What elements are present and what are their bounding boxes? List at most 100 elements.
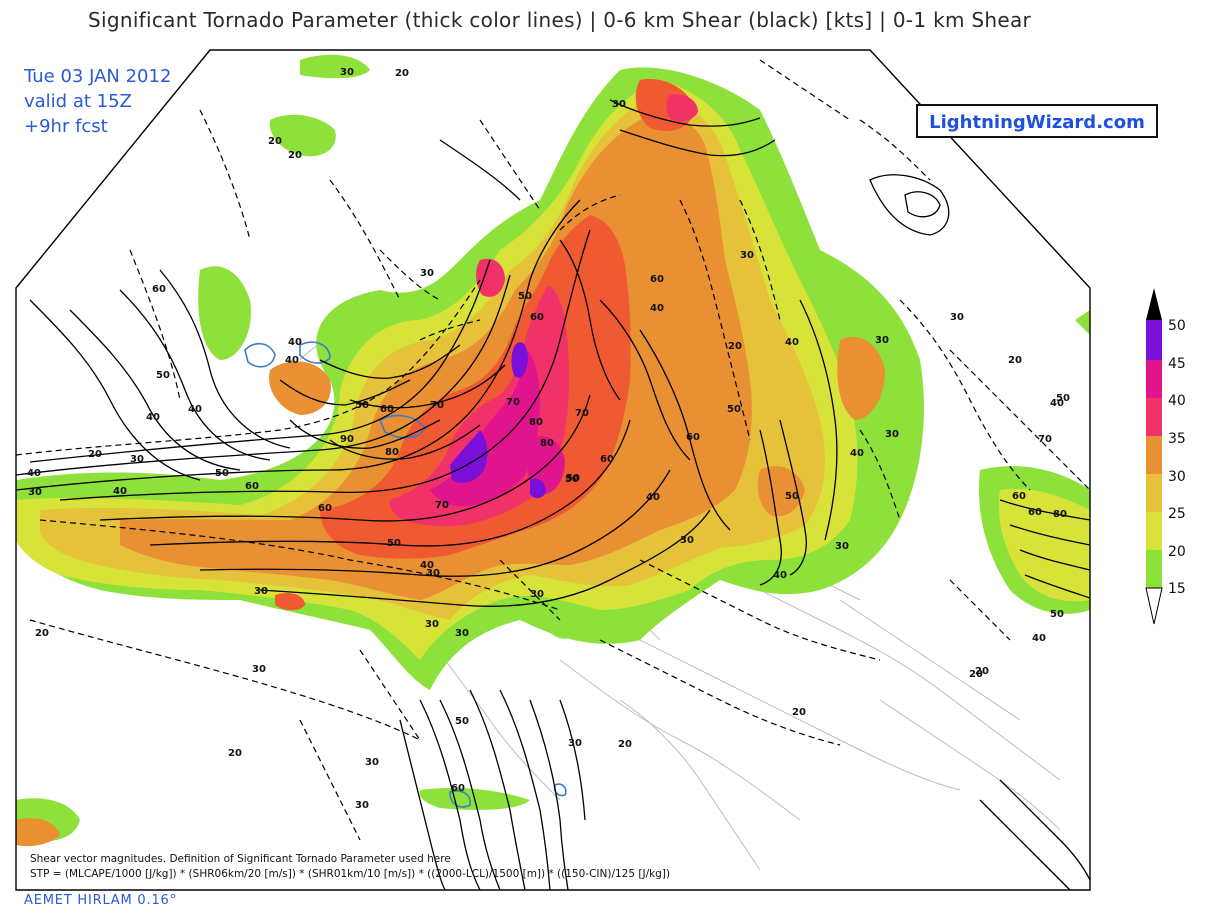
contour-label: 50 [215,468,229,479]
colorbar-bottom-triangle [1145,587,1163,625]
contour-label: 20 [1008,355,1022,366]
contour-label: 80 [529,417,543,428]
map-title: Significant Tornado Parameter (thick col… [88,8,1032,32]
contour-label: 30 [835,541,849,552]
colorbar-label-50: 50 [1168,318,1186,334]
contour-label: 40 [285,355,299,366]
forecast-date: Tue 03 JAN 2012 [24,66,172,87]
colorbar-swatch-35 [1146,436,1162,474]
contour-label: 70 [430,400,444,411]
contour-label: 60 [245,481,259,492]
stp-formula: STP = (MLCAPE/1000 [J/kg]) * (SHR06km/20… [30,868,671,880]
contour-label: 40 [850,448,864,459]
colorbar-label-30: 30 [1168,469,1186,485]
contour-label: 30 [530,589,544,600]
colorbar-label-40: 40 [1168,393,1186,409]
colorbar-swatch-30 [1146,474,1162,512]
definition-note: Shear vector magnitudes. Definition of S… [30,853,451,865]
contour-label: 30 [252,664,266,675]
contour-label: 20 [792,707,806,718]
contour-label: 20 [618,739,632,750]
contour-label: 40 [146,412,160,423]
contour-label: 20 [395,68,409,79]
domain-frame [15,49,1091,891]
contour-label: 20 [969,669,983,680]
contour-label: 40 [646,492,660,503]
contour-labels: 30 20 20 20 30 60 50 40 40 30 40 50 60 4… [27,67,1070,811]
contour-label: 30 [875,335,889,346]
stp-shading [16,54,1090,847]
contour-label: 20 [288,150,302,161]
contour-label: 50 [727,404,741,415]
lightningwizard-logo: LightningWizard.com [916,104,1158,138]
contour-label: 30 [355,800,369,811]
contour-label: 30 [612,99,626,110]
forecast-lead-time: +9hr fcst [24,116,108,137]
contour-label: 60 [686,432,700,443]
contour-label: 40 [785,337,799,348]
contour-label: 30 [425,619,439,630]
colorbar-swatch-20 [1146,550,1162,588]
contour-label: 30 [340,67,354,78]
contour-label: 60 [650,274,664,285]
colorbar-label-45: 45 [1168,356,1186,372]
contour-label: 60 [152,284,166,295]
stp-colorbar [1145,288,1163,625]
forecast-valid-time: valid at 15Z [24,91,132,112]
contour-label: 30 [455,628,469,639]
colorbar-label-35: 35 [1168,431,1186,447]
contour-label: 20 [268,136,282,147]
contour-label: 40 [113,486,127,497]
contour-label: 50 [355,400,369,411]
contour-label: 40 [773,570,787,581]
contour-label: 40 [27,468,41,479]
contour-label: 70 [575,408,589,419]
contour-label: 30 [950,312,964,323]
contour-label: 30 [420,268,434,279]
contour-label: 40 [420,560,434,571]
contour-label: 30 [365,757,379,768]
contour-label: 50 [1050,609,1064,620]
contour-label: 20 [35,628,49,639]
contour-label: 50 [455,716,469,727]
shear-contours-06km [16,99,1090,890]
contour-label: 40 [288,337,302,348]
colorbar-label-20: 20 [1168,544,1186,560]
contour-label: 70 [506,397,520,408]
contour-label: 60 [318,503,332,514]
contour-label: 50 [387,538,401,549]
contour-label: 30 [568,738,582,749]
contour-label: 50 [565,474,579,485]
contour-label: 30 [130,454,144,465]
contour-label: 50 [566,473,580,484]
contour-label: 40 [1032,633,1046,644]
contour-label: 50 [156,370,170,381]
contour-label: 30 [885,429,899,440]
colorbar-label-15: 15 [1168,581,1186,597]
contour-label: 50 [785,491,799,502]
contour-label: 30 [740,250,754,261]
model-name: AEMET HIRLAM 0.16° [24,893,177,908]
contour-label: 80 [385,447,399,458]
colorbar-swatch-25 [1146,512,1162,550]
contour-label: 20 [228,748,242,759]
contour-label: 60 [1028,507,1042,518]
contour-label: 40 [650,303,664,314]
contour-label: 60 [600,454,614,465]
colorbar-swatch-40 [1146,398,1162,436]
contour-label: 90 [340,434,354,445]
contour-label: 40 [1050,398,1064,409]
contour-label: 30 [680,535,694,546]
contour-label: 20 [975,666,989,677]
contour-label: 60 [451,783,465,794]
contour-label: 60 [1012,491,1026,502]
contour-label: 40 [188,404,202,415]
contour-label: 80 [1053,509,1067,520]
contour-label: 50 [518,291,532,302]
contour-label: 70 [435,500,449,511]
contour-label: 60 [530,312,544,323]
contour-label: 20 [728,341,742,352]
contour-label: 30 [28,487,42,498]
blue-contours [244,341,567,808]
